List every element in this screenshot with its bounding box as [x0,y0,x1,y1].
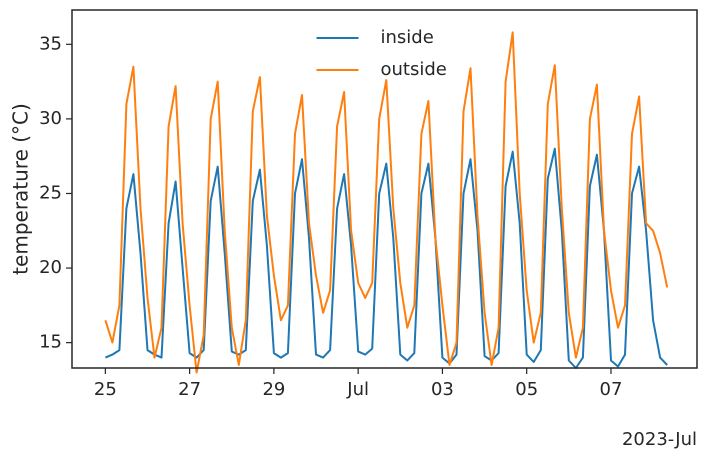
y-tick-label: 20 [39,257,62,278]
x-tick-label: 05 [515,379,538,400]
x-tick-label: 27 [178,379,201,400]
legend-label: inside [381,27,434,48]
y-tick-label: 35 [39,33,62,54]
x-tick-label: 29 [262,379,285,400]
plot-frame [71,9,698,369]
y-tick-label: 30 [39,108,62,129]
x-tick-label: 25 [94,379,117,400]
y-tick-label: 15 [39,332,62,353]
y-tick-label: 25 [39,182,62,203]
x-tick-label: Jul [346,379,369,400]
x-tick-label: 03 [431,379,454,400]
y-axis-label: temperature (°C) [9,103,33,275]
x-tick-label: 07 [600,379,623,400]
x-offset-label: 2023-Jul [622,429,697,450]
legend-label: outside [381,59,447,80]
series-line [104,31,669,374]
series-line [105,147,668,369]
